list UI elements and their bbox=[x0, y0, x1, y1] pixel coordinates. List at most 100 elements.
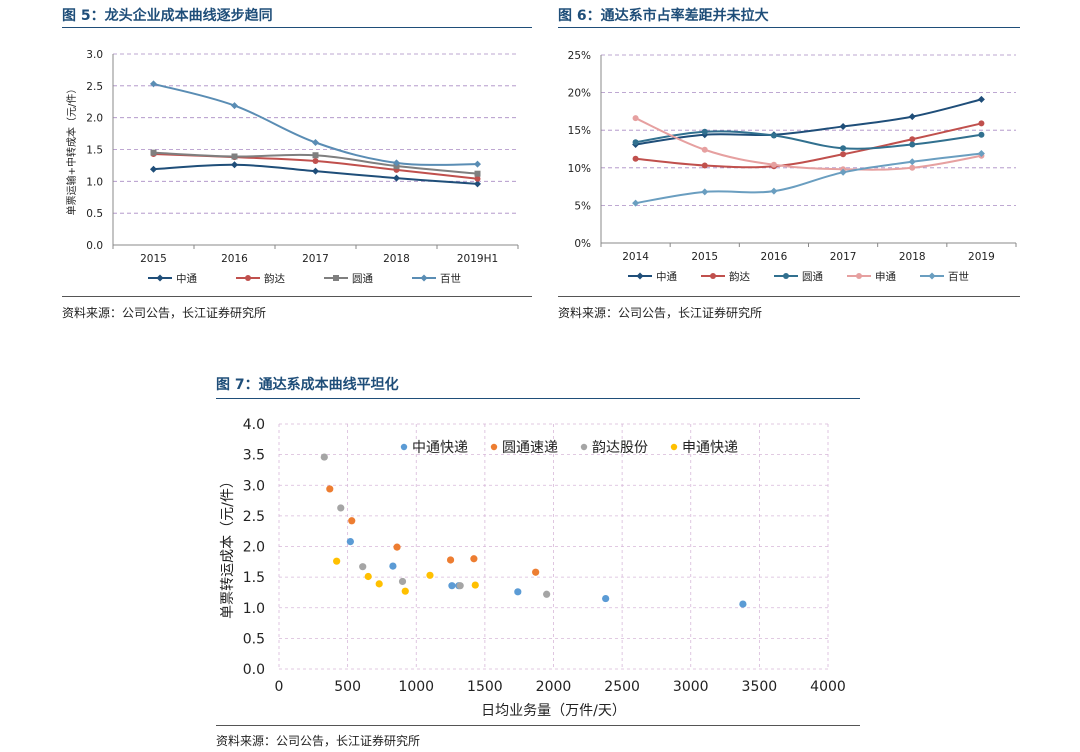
x-tick-label: 2015 bbox=[140, 253, 167, 265]
data-point bbox=[231, 153, 238, 160]
x-tick-label: 4000 bbox=[810, 679, 846, 695]
data-point bbox=[150, 80, 157, 88]
y-tick-label: 15% bbox=[568, 125, 591, 137]
legend-marker bbox=[580, 443, 588, 451]
y-tick-label: 2.0 bbox=[86, 113, 103, 125]
data-point bbox=[908, 158, 916, 166]
x-axis-label: 日均业务量（万件/天） bbox=[481, 703, 626, 719]
scatter-point bbox=[389, 562, 397, 570]
data-point bbox=[908, 113, 916, 121]
figure-5-source: 资料来源：公司公告，长江证券研究所 bbox=[62, 306, 267, 320]
y-tick-label: 1.0 bbox=[243, 601, 265, 617]
data-point bbox=[701, 162, 708, 169]
legend-marker bbox=[856, 273, 862, 279]
figure-7-title-rule bbox=[216, 398, 860, 399]
figure-7-title: 图 7：通达系成本曲线平坦化 bbox=[216, 377, 399, 393]
data-point bbox=[701, 128, 708, 135]
scatter-point bbox=[346, 538, 354, 546]
x-tick-label: 2014 bbox=[622, 251, 649, 263]
scatter-point bbox=[359, 563, 367, 571]
data-point bbox=[393, 174, 400, 182]
x-tick-label: 3500 bbox=[742, 679, 778, 695]
legend-label: 韵达 bbox=[729, 270, 750, 283]
legend-label: 韵达 bbox=[264, 272, 285, 285]
scatter-point bbox=[401, 587, 409, 595]
figure-7-source: 资料来源：公司公告，长江证券研究所 bbox=[216, 734, 421, 748]
y-tick-label: 20% bbox=[568, 88, 591, 100]
data-point bbox=[770, 187, 778, 195]
data-point bbox=[770, 132, 777, 139]
y-tick-label: 1.0 bbox=[86, 176, 103, 188]
x-tick-label: 2019H1 bbox=[457, 253, 498, 265]
data-point bbox=[770, 161, 777, 168]
figure-6-title: 图 6：通达系市占率差距并未拉大 bbox=[558, 8, 769, 24]
legend-label: 申通 bbox=[875, 270, 896, 283]
y-tick-label: 0.5 bbox=[86, 208, 103, 220]
x-tick-label: 3000 bbox=[673, 679, 709, 695]
data-point bbox=[474, 160, 481, 168]
legend-label: 中通快递 bbox=[412, 440, 468, 456]
y-tick-label: 3.0 bbox=[86, 49, 103, 61]
figure-5-title-rule bbox=[62, 27, 532, 28]
data-point bbox=[474, 170, 481, 177]
data-point bbox=[474, 180, 481, 188]
series-line-4 bbox=[635, 152, 982, 205]
figure-5-chart: 0.0 0.5 1.0 1.5 2.0 2.5 3.0 2015 2016 2017 2018 201… bbox=[65, 49, 519, 285]
scatter-point bbox=[602, 594, 610, 603]
legend-marker bbox=[636, 272, 644, 280]
x-tick-label: 2016 bbox=[221, 253, 248, 265]
legend-label: 百世 bbox=[440, 273, 461, 285]
series-line-0 bbox=[635, 98, 982, 146]
legend-label: 韵达股份 bbox=[592, 440, 648, 456]
scatter-point bbox=[456, 582, 464, 590]
data-point bbox=[632, 155, 639, 162]
legend-label: 圆通 bbox=[352, 273, 373, 285]
data-point bbox=[312, 167, 319, 175]
figure-7-chart: 0.0 0.5 1.0 1.5 2.0 2.5 3.0 3.5 4.0 0 500 1000 1500 2… bbox=[220, 417, 846, 719]
x-tick-label: 2015 bbox=[691, 251, 718, 263]
legend-marker bbox=[928, 272, 936, 280]
y-tick-label: 0.0 bbox=[243, 662, 265, 678]
data-point bbox=[150, 149, 157, 156]
figure-5-bottom-rule bbox=[62, 296, 532, 297]
data-point bbox=[978, 120, 985, 127]
y-tick-label: 25% bbox=[568, 50, 591, 62]
data-point bbox=[840, 151, 847, 158]
figure-6-title-rule bbox=[558, 27, 1020, 28]
legend-marker bbox=[783, 273, 789, 279]
legend-marker bbox=[156, 274, 164, 282]
legend-marker bbox=[333, 275, 339, 281]
scatter-point bbox=[739, 600, 747, 608]
legend-marker bbox=[710, 273, 716, 279]
y-tick-label: 0.0 bbox=[86, 240, 103, 252]
y-tick-label: 2.0 bbox=[243, 540, 265, 556]
scatter-point bbox=[471, 581, 479, 589]
data-point bbox=[231, 102, 238, 110]
x-tick-label: 2018 bbox=[383, 253, 410, 265]
scatter-point bbox=[532, 568, 540, 576]
y-tick-label: 0% bbox=[574, 238, 591, 250]
data-point bbox=[977, 150, 985, 158]
legend-label: 圆通 bbox=[802, 271, 823, 283]
x-tick-label: 500 bbox=[334, 679, 361, 695]
legend-label: 中通 bbox=[656, 270, 677, 283]
y-tick-label: 5% bbox=[574, 200, 591, 212]
x-tick-label: 2500 bbox=[604, 679, 640, 695]
legend-marker bbox=[420, 274, 428, 282]
legend-label: 中通 bbox=[176, 272, 197, 285]
scatter-point bbox=[448, 582, 456, 590]
data-point bbox=[393, 159, 400, 167]
legend-marker bbox=[490, 443, 498, 451]
y-tick-label: 10% bbox=[568, 163, 591, 175]
y-tick-label: 1.5 bbox=[86, 145, 103, 157]
y-tick-label: 4.0 bbox=[243, 417, 265, 433]
legend-marker bbox=[400, 443, 408, 451]
data-point bbox=[474, 175, 481, 182]
x-tick-label: 1500 bbox=[467, 679, 503, 695]
scatter-point bbox=[398, 577, 407, 586]
x-tick-label: 2017 bbox=[830, 251, 857, 263]
data-point bbox=[701, 188, 709, 196]
figure-6-source: 资料来源：公司公告，长江证券研究所 bbox=[558, 306, 763, 320]
figure-6-chart: 0% 5% 10% 15% 20% 25% 2014 2015 2016 2017 2018 2019… bbox=[568, 50, 1017, 283]
scatter-point bbox=[543, 590, 551, 598]
